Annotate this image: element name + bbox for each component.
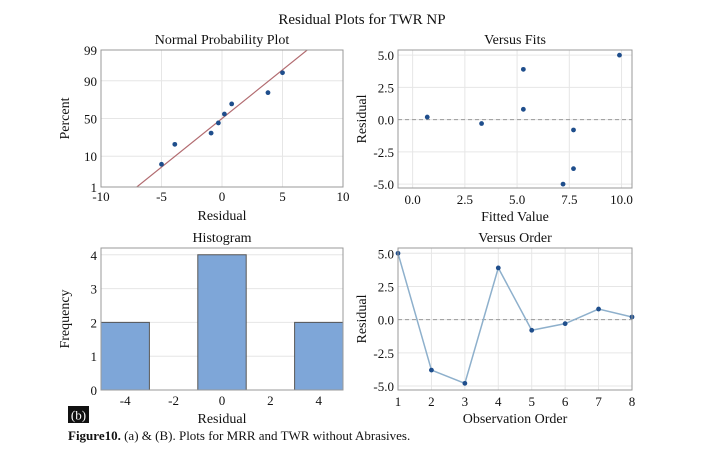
plot-area (398, 50, 632, 188)
x-tick-label: 0.0 (405, 192, 421, 207)
panel-label: (b) (71, 408, 86, 423)
y-tick-label: 0.0 (378, 113, 394, 128)
y-axis-label: Residual (355, 94, 370, 143)
x-tick-label: 10.0 (610, 192, 633, 207)
data-point (596, 306, 601, 312)
y-tick-label: 10 (84, 149, 97, 164)
y-tick-label: 3 (91, 282, 98, 297)
x-tick-label: 8 (629, 394, 636, 409)
plot-frame (397, 247, 633, 391)
data-point (280, 70, 285, 76)
fit-line (135, 50, 309, 187)
y-tick-label: 4 (91, 248, 98, 263)
y-tick-label: 1 (91, 180, 98, 195)
x-tick-label: 2 (428, 394, 435, 409)
panel-title: Histogram (192, 231, 251, 246)
data-point (215, 120, 221, 126)
panel-label-box (68, 406, 89, 423)
panel-title: Versus Order (478, 231, 552, 246)
data-point (172, 141, 178, 147)
x-tick-label: 6 (562, 394, 569, 409)
y-tick-label: 2.5 (378, 80, 394, 95)
y-axis-label: Frequency (58, 289, 73, 348)
panel-title: Normal Probability Plot (155, 33, 290, 48)
data-point (429, 367, 434, 373)
panel-4: Versus Order Observation Order Residual 1 2 3… (355, 231, 635, 427)
y-tick-label: -2.5 (373, 346, 394, 361)
y-tick-label: 1 (91, 349, 98, 364)
plot-frame (100, 49, 344, 188)
x-tick-label: 7 (595, 394, 602, 409)
x-tick-label: 0 (219, 189, 226, 204)
y-tick-label: 0.0 (378, 313, 394, 328)
x-tick-label: 3 (462, 394, 469, 409)
y-tick-label: 90 (84, 74, 97, 89)
x-tick-label: -5 (156, 189, 167, 204)
x-axis-label: Observation Order (463, 412, 568, 427)
x-axis-label: Residual (198, 412, 247, 427)
y-tick-label: 2.5 (378, 279, 394, 294)
y-tick-label: 0 (91, 383, 98, 398)
data-point (462, 380, 468, 386)
caption-figure-number: Figure10. (68, 428, 121, 443)
x-tick-label: 2.5 (457, 192, 473, 207)
plot-area (398, 248, 632, 390)
series-line (397, 253, 633, 385)
data-point (265, 90, 271, 96)
data-point (479, 121, 484, 126)
y-tick-label: 5.0 (378, 246, 394, 261)
x-tick-label: 10 (337, 189, 350, 204)
y-tick-label: 50 (84, 112, 97, 127)
y-tick-label: 5.0 (378, 48, 394, 63)
x-tick-label: -4 (120, 393, 131, 408)
data-point (222, 111, 227, 117)
data-point (159, 161, 164, 167)
y-axis-label: Percent (58, 97, 73, 139)
panel-2: Versus Fits Fitted Value Residual 0.0 2.5 5.0… (355, 33, 633, 225)
x-tick-label: 7.5 (561, 192, 577, 207)
plot-frame (397, 49, 633, 189)
histogram-bar (100, 321, 150, 391)
data-point (571, 166, 576, 172)
data-point (560, 181, 566, 187)
data-point (495, 265, 501, 271)
data-point (529, 327, 535, 333)
y-tick-label: 99 (84, 43, 97, 58)
x-tick-label: -2 (168, 393, 179, 408)
y-tick-label: 2 (91, 315, 98, 330)
x-tick-label: 0 (219, 393, 226, 408)
y-tick-label: -5.0 (373, 177, 394, 192)
y-tick-label: -5.0 (373, 379, 394, 394)
data-point (617, 52, 622, 58)
x-tick-label: 5 (528, 394, 535, 409)
data-point (520, 66, 526, 72)
data-point (424, 114, 430, 120)
x-tick-label: -10 (92, 189, 109, 204)
x-tick-label: 4 (495, 394, 502, 409)
x-tick-label: 1 (395, 394, 402, 409)
panel-title: Versus Fits (484, 33, 546, 48)
panel-1: Normal Probability Plot Residual Percent -1… (58, 33, 350, 224)
x-axis-label: Residual (198, 209, 247, 224)
plot-frame (100, 247, 344, 391)
data-point (562, 321, 568, 327)
caption-text: (a) & (B). Plots for MRR and TWR without… (120, 428, 411, 443)
x-axis-label: Fitted Value (481, 210, 549, 225)
panel-3: Histogram Residual Frequency 0 1 2 3 4 -4 -2 0 2 4 (58, 231, 344, 427)
figure-caption: Figure10. (a) & (B). Plots for MRR and T… (68, 428, 708, 444)
x-tick-label: 2 (267, 393, 274, 408)
x-tick-label: 5 (279, 189, 286, 204)
data-point (229, 101, 235, 107)
data-point (520, 106, 526, 112)
y-axis-label: Residual (355, 294, 370, 343)
histogram-bar (294, 321, 344, 391)
x-tick-label: 5.0 (509, 192, 525, 207)
data-point (208, 130, 214, 136)
x-tick-label: 4 (316, 393, 323, 408)
y-tick-label: -2.5 (373, 145, 394, 160)
figure-suptitle: Residual Plots for TWR NP (278, 12, 445, 28)
data-point (571, 127, 576, 133)
histogram-bar (197, 254, 247, 391)
